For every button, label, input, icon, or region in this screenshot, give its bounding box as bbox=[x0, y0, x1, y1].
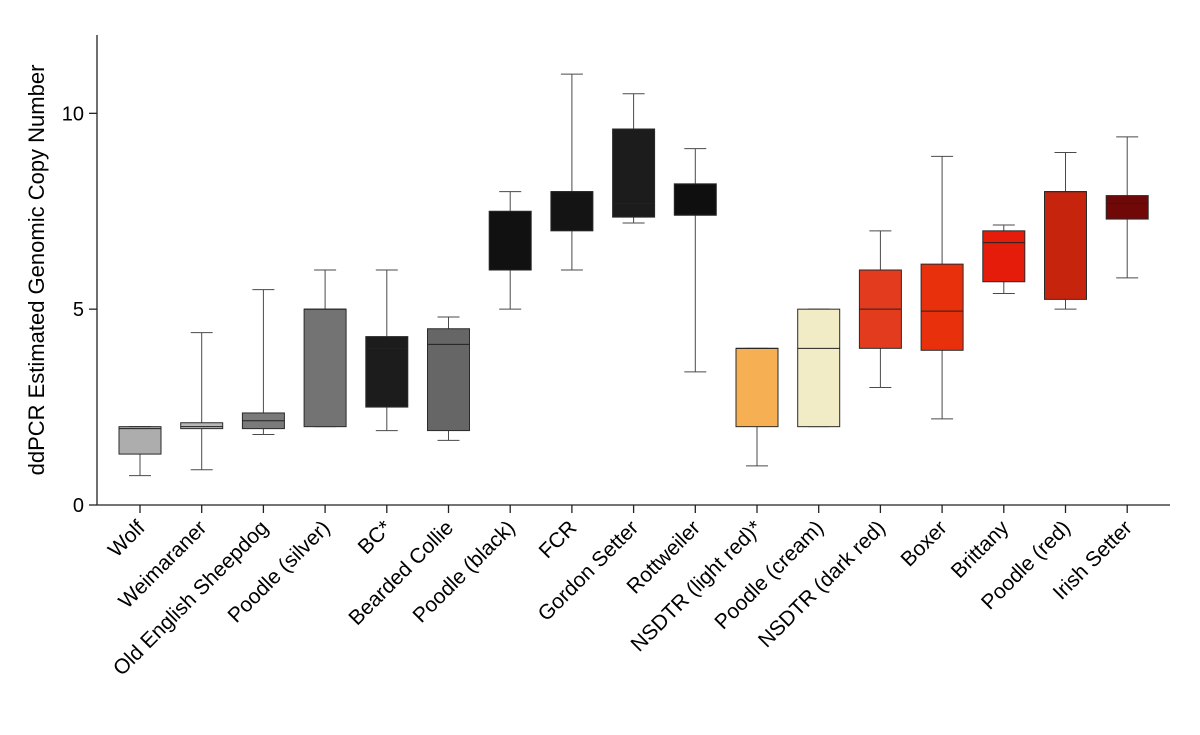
box bbox=[920, 263, 964, 351]
box bbox=[488, 210, 532, 271]
box bbox=[1044, 191, 1087, 300]
category-label: Wolf bbox=[104, 516, 150, 562]
box bbox=[427, 328, 470, 432]
box bbox=[180, 422, 224, 430]
y-tick-label: 0 bbox=[73, 495, 84, 517]
box bbox=[1105, 195, 1149, 220]
category-label: BC* bbox=[354, 516, 397, 559]
box bbox=[365, 336, 409, 408]
box bbox=[982, 230, 1026, 283]
y-tick-label: 5 bbox=[73, 299, 84, 321]
box bbox=[303, 308, 347, 428]
category-label: Boxer bbox=[897, 516, 952, 571]
box bbox=[118, 426, 162, 455]
y-tick-label: 10 bbox=[62, 103, 84, 125]
box bbox=[550, 191, 594, 232]
y-axis-title: ddPCR Estimated Genomic Copy Number bbox=[24, 65, 49, 476]
box bbox=[797, 308, 841, 428]
box bbox=[673, 183, 717, 216]
box bbox=[612, 128, 656, 218]
box bbox=[735, 347, 779, 428]
category-label: FCR bbox=[535, 516, 582, 563]
category-label: Bearded Collie bbox=[344, 516, 458, 630]
category-label: Poodle (cream) bbox=[710, 516, 828, 634]
